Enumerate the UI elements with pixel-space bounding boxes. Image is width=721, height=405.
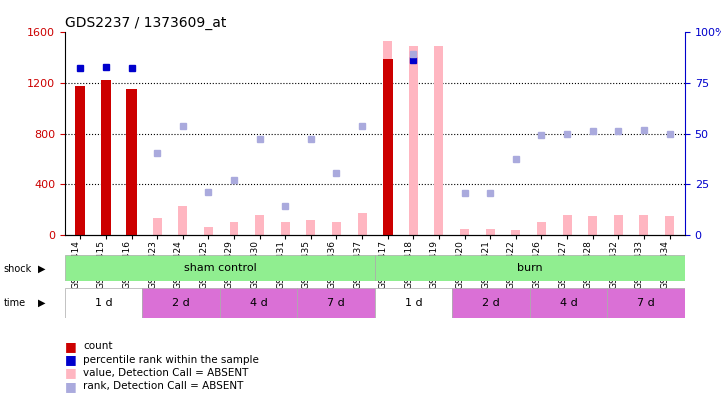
Text: 7 d: 7 d [327,298,345,308]
Bar [306,220,315,235]
FancyBboxPatch shape [530,288,607,318]
Bar [562,215,572,235]
Bar [229,222,239,235]
Bar [153,218,162,235]
Bar [101,81,111,235]
Bar [255,215,264,235]
Text: count: count [83,341,112,351]
Text: 2 d: 2 d [482,298,500,308]
Text: time: time [4,298,26,308]
Bar [460,228,469,235]
Text: 2 d: 2 d [172,298,190,308]
Bar [358,213,366,235]
Text: rank, Detection Call = ABSENT: rank, Detection Call = ABSENT [83,382,243,391]
Text: 4 d: 4 d [559,298,578,308]
Text: ■: ■ [65,367,76,379]
Bar [486,228,495,235]
Bar [126,90,137,235]
FancyBboxPatch shape [297,288,375,318]
FancyBboxPatch shape [375,288,453,318]
Text: GDS2237 / 1373609_at: GDS2237 / 1373609_at [65,16,226,30]
Text: ■: ■ [65,353,76,366]
Text: value, Detection Call = ABSENT: value, Detection Call = ABSENT [83,368,248,378]
Bar [409,46,418,235]
Bar [511,230,521,235]
Text: ▶: ▶ [37,264,45,273]
Text: 1 d: 1 d [95,298,112,308]
Bar [384,41,392,235]
Text: ■: ■ [65,340,76,353]
Bar [383,59,393,235]
Text: percentile rank within the sample: percentile rank within the sample [83,355,259,364]
Text: ▶: ▶ [37,298,45,308]
FancyBboxPatch shape [65,288,142,318]
Bar [614,215,623,235]
Text: 7 d: 7 d [637,298,655,308]
Text: ■: ■ [65,380,76,393]
FancyBboxPatch shape [375,255,685,281]
Bar [178,206,187,235]
Bar [640,215,648,235]
Bar [665,216,674,235]
Text: shock: shock [4,264,32,273]
FancyBboxPatch shape [220,288,297,318]
Text: burn: burn [517,263,543,273]
Bar [204,227,213,235]
Bar [332,222,341,235]
Text: sham control: sham control [184,263,256,273]
FancyBboxPatch shape [453,288,530,318]
Text: 4 d: 4 d [249,298,267,308]
Bar [280,222,290,235]
FancyBboxPatch shape [65,255,375,281]
Bar [435,46,443,235]
FancyBboxPatch shape [607,288,685,318]
Bar [588,216,597,235]
Text: 1 d: 1 d [405,298,423,308]
Bar [75,85,85,235]
Bar [537,222,546,235]
FancyBboxPatch shape [142,288,220,318]
